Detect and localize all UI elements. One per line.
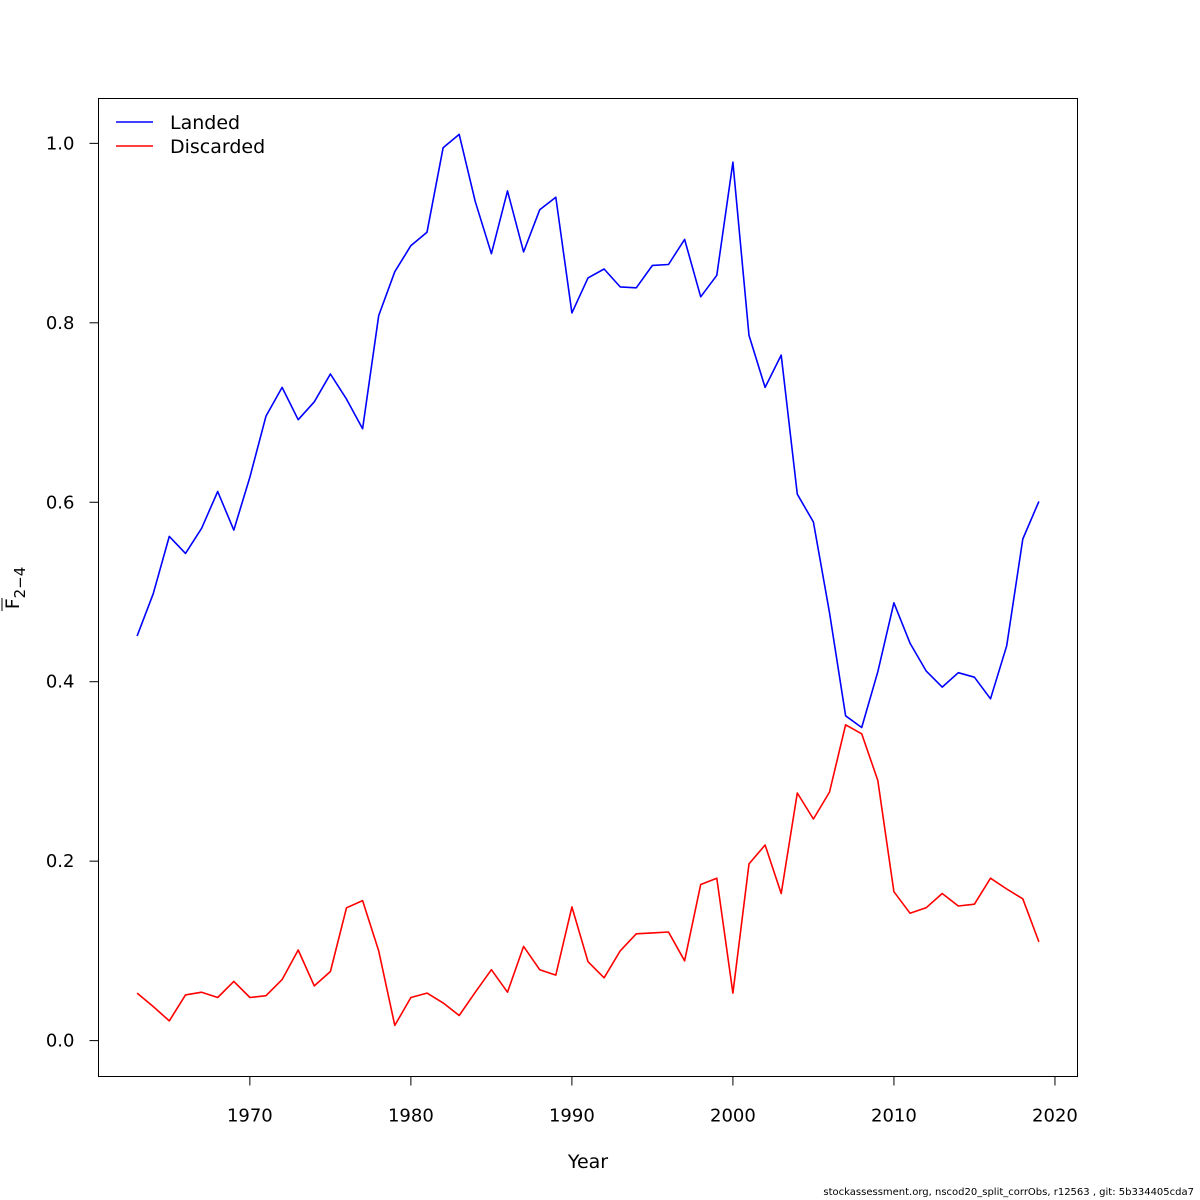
y-axis-title: F2−4: [1, 567, 29, 611]
legend-label-discarded: Discarded: [170, 136, 265, 158]
x-tick-label: 2000: [710, 1106, 756, 1127]
y-tick-label: 0.8: [46, 313, 75, 334]
y-tick-label: 1.0: [46, 133, 75, 154]
x-axis: 1970 1980 1990 2000 2010 2020: [227, 1076, 1078, 1127]
y-tick-label: 0.2: [46, 851, 75, 872]
x-axis-title: Year: [567, 1151, 608, 1173]
x-tick-label: 1990: [549, 1106, 595, 1127]
x-tick-label: 2010: [871, 1106, 917, 1127]
y-tick-label: 0.0: [46, 1031, 75, 1052]
y-tick-label: 0.6: [46, 492, 75, 513]
y-axis-title-subscript: 2−4: [11, 567, 29, 599]
legend-label-landed: Landed: [170, 112, 240, 134]
series-layer: [136, 133, 1040, 1027]
footer-credit: stockassessment.org, nscod20_split_corrO…: [823, 1187, 1194, 1198]
y-axis-title-main: F: [2, 598, 24, 609]
svg-text:F2−4: F2−4: [2, 567, 29, 610]
y-tick-label: 0.4: [46, 672, 75, 693]
x-tick-label: 1980: [388, 1106, 434, 1127]
plot-box: [98, 98, 1078, 1077]
x-tick-label: 1970: [227, 1106, 273, 1127]
y-axis: 0.0 0.2 0.4 0.6 0.8 1.0: [46, 133, 99, 1052]
series-line-landed: [136, 133, 1040, 729]
x-tick-label: 2020: [1032, 1106, 1078, 1127]
series-line-discarded: [136, 723, 1040, 1027]
